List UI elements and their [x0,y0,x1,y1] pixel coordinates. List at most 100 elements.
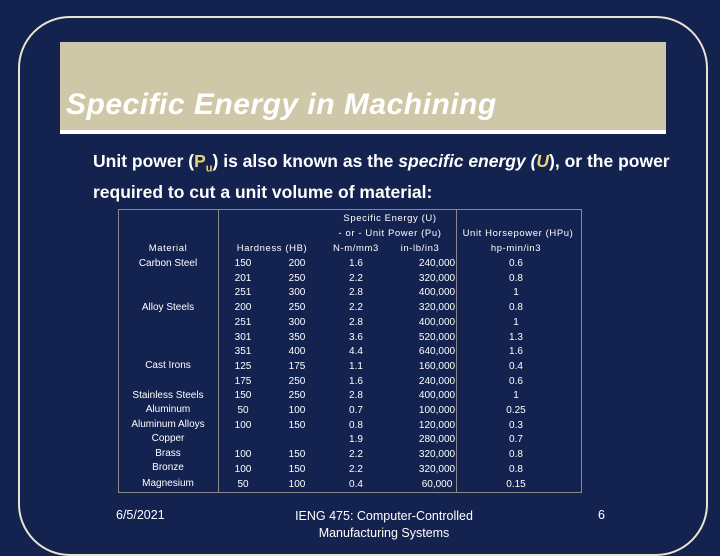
energy-inlb-cell: 100,000 [418,405,456,416]
energy-nm-cell: 3.6 [349,331,363,343]
energy-nm-cell: 2.8 [349,316,363,328]
energy-inlb-cell: 320,000 [418,302,456,314]
hardness-max-cell: 300 [288,287,306,299]
energy-nm-cell: 2.2 [349,272,363,284]
hardness-max-cell: 400 [288,346,306,358]
energy-inlb-cell: 280,000 [418,434,456,446]
energy-nm-cell: 0.4 [349,478,363,490]
energy-nm-cell: 1.1 [349,360,363,372]
hardness-max-cell: 150 [288,419,306,431]
energy-inlb-cell: 400,000 [418,390,456,402]
hardness-max-cell: 175 [288,360,306,372]
hardness-max-cell: 250 [288,302,306,314]
energy-inlb-cell: 120,000 [418,419,456,431]
hardness-min-cell: 301 [234,331,252,343]
hardness-max-cell: 100 [288,478,306,490]
horsepower-cell: 1 [513,316,519,328]
material-name: Carbon Steel [138,258,198,269]
hardness-min-cell: 100 [234,449,252,461]
material-name: Stainless Steels [132,390,204,401]
hardness-min-cell: 150 [234,390,252,402]
energy-inlb-cell: 520,000 [418,331,456,343]
material-name: Aluminum [145,404,191,415]
hardness-max-cell: 350 [288,331,306,343]
hardness-min-cell: 251 [234,287,252,299]
hardness-min-cell: 200 [234,302,252,314]
specific-energy-term: specific energy [398,151,526,171]
hardness-min-cell: 175 [234,375,252,387]
hardness-min-cell: 150 [234,258,252,269]
header-hp-unit: hp-min/in3 [490,243,542,254]
horsepower-cell: 1.3 [509,331,523,343]
horsepower-cell: 0.8 [509,463,523,475]
horsepower-cell: 0.6 [509,375,523,387]
hardness-max-cell: 150 [288,463,306,475]
energy-nm-cell: 2.2 [349,302,363,314]
horsepower-cell: 0.6 [509,258,523,269]
header-inlb-unit: in-lb/in3 [400,243,440,254]
horsepower-cell: 1 [513,390,519,402]
hardness-min-cell: 351 [234,346,252,358]
header-unit-power: - or - Unit Power (Pu) [338,228,442,239]
hardness-min-cell: 50 [237,405,249,416]
hardness-min-cell: 125 [234,360,252,372]
footer-page-number: 6 [598,508,605,522]
material-name: Cast Irons [145,360,191,371]
hardness-max-cell: 100 [288,405,306,416]
hardness-min-cell: 100 [234,463,252,475]
title-band [60,42,666,134]
header-nm-unit: N-m/mm3 [333,243,379,254]
material-name: Brass [155,448,181,459]
hardness-max-cell: 300 [288,316,306,328]
energy-inlb-cell: 320,000 [418,463,456,475]
intro-text: Unit power (Pu) is also known as the spe… [93,151,670,202]
pu-symbol: Pu [194,151,213,175]
horsepower-cell: 0.3 [509,419,523,431]
energy-nm-cell: 1.6 [349,258,363,269]
material-name: Magnesium [142,478,194,489]
energy-inlb-cell: 320,000 [418,272,456,284]
energy-nm-cell: 1.6 [349,375,363,387]
energy-inlb-cell: 400,000 [418,287,456,299]
energy-nm-cell: 1.9 [349,434,363,446]
specific-energy-table [118,209,582,493]
energy-nm-cell: 2.2 [349,463,363,475]
hardness-max-cell: 250 [288,272,306,284]
hardness-max-cell: 250 [288,390,306,402]
material-name: Alloy Steels [141,302,195,313]
horsepower-cell: 1 [513,287,519,299]
hardness-min-cell: 50 [237,478,249,490]
hardness-min-cell: 251 [234,316,252,328]
table-divider [456,209,457,493]
material-name: Bronze [152,462,184,473]
material-name: Aluminum Alloys [131,419,205,430]
energy-nm-cell: 2.2 [349,449,363,461]
header-unit-horsepower: Unit Horsepower (HPu) [462,228,574,239]
footer-date: 6/5/2021 [116,508,165,522]
energy-inlb-cell: 240,000 [418,258,456,269]
energy-inlb-cell: 400,000 [418,316,456,328]
energy-nm-cell: 4.4 [349,346,363,358]
header-specific-energy: Specific Energy (U) [343,213,437,224]
horsepower-cell: 0.8 [509,449,523,461]
horsepower-cell: 0.8 [509,302,523,314]
energy-nm-cell: 0.7 [349,405,363,416]
horsepower-cell: 0.8 [509,272,523,284]
energy-nm-cell: 2.8 [349,390,363,402]
slide-title: Specific Energy in Machining [66,88,497,121]
title-underline [60,130,666,134]
horsepower-cell: 0.15 [506,478,526,490]
header-material: Material [148,243,188,254]
u-symbol: U [536,151,550,171]
energy-nm-cell: 2.8 [349,287,363,299]
material-name: Copper [151,433,185,444]
energy-inlb-cell: 160,000 [418,360,456,372]
hardness-max-cell: 250 [288,375,306,387]
horsepower-cell: 0.25 [506,405,526,416]
horsepower-cell: 0.7 [509,434,523,446]
horsepower-cell: 0.4 [509,360,523,372]
energy-inlb-cell: 640,000 [418,346,456,358]
table-divider [218,209,219,493]
energy-inlb-cell: 60,000 [421,478,453,490]
hardness-min-cell: 100 [234,419,252,431]
